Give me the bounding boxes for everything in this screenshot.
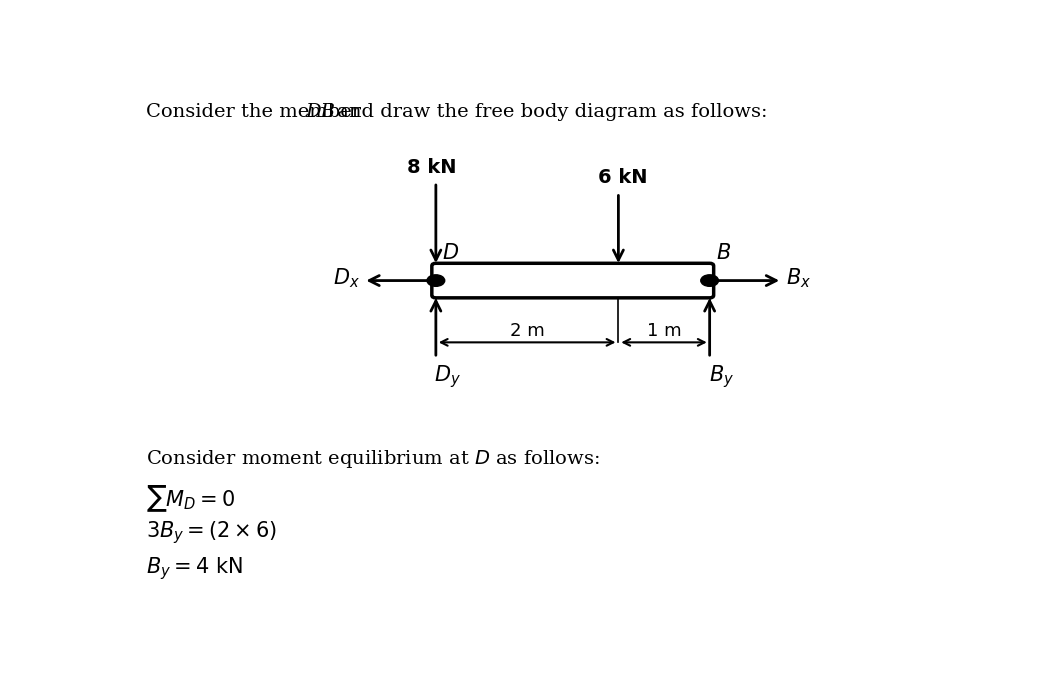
Text: 6 kN: 6 kN <box>597 169 647 188</box>
Text: $\sum M_D = 0$: $\sum M_D = 0$ <box>145 483 235 514</box>
Text: 8 kN: 8 kN <box>407 158 456 177</box>
Text: 1 m: 1 m <box>646 322 682 340</box>
FancyBboxPatch shape <box>432 263 714 298</box>
Circle shape <box>700 275 719 286</box>
Text: $B_y$: $B_y$ <box>710 363 735 390</box>
Text: Consider the member: Consider the member <box>145 103 367 120</box>
Circle shape <box>427 275 445 286</box>
Text: Consider moment equilibrium at $D$ as follows:: Consider moment equilibrium at $D$ as fo… <box>145 448 600 470</box>
Text: $B$: $B$ <box>716 243 731 263</box>
Text: $3B_y = (2\times6)$: $3B_y = (2\times6)$ <box>145 520 277 546</box>
Text: $D$: $D$ <box>443 243 459 263</box>
Text: and draw the free body diagram as follows:: and draw the free body diagram as follow… <box>331 103 768 120</box>
Text: $D_x$: $D_x$ <box>332 266 359 290</box>
Text: 2 m: 2 m <box>510 322 544 340</box>
Text: $B_x$: $B_x$ <box>787 266 811 290</box>
Text: $D_y$: $D_y$ <box>434 363 461 390</box>
Text: $B_y = 4\ \mathrm{kN}$: $B_y = 4\ \mathrm{kN}$ <box>145 555 243 581</box>
Text: DB: DB <box>305 103 336 120</box>
